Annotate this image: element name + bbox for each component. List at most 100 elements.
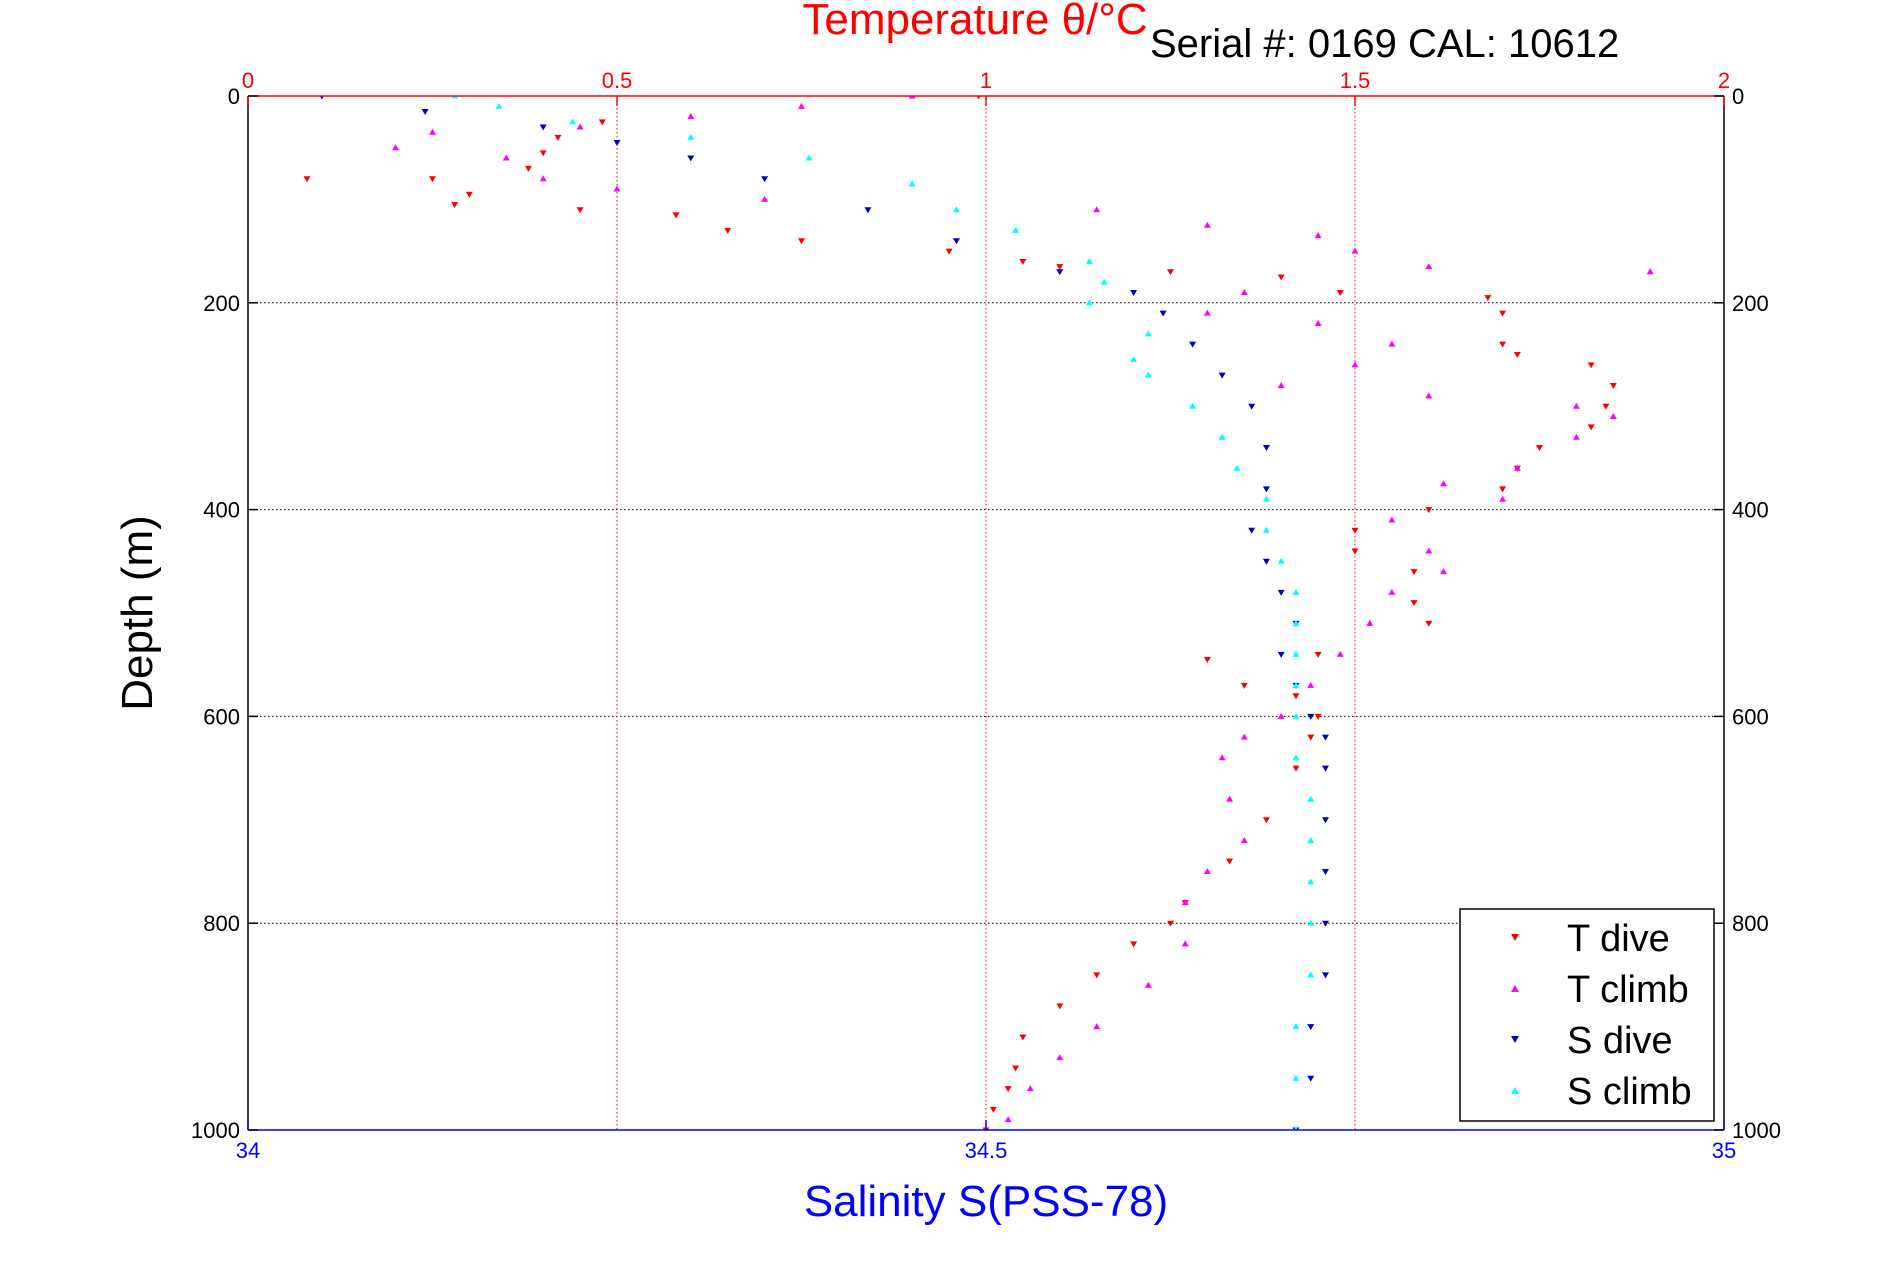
series-s-dive	[319, 96, 1329, 1130]
legend-marker-t-climb	[1511, 985, 1519, 992]
serial-annotation: Serial #: 0169 CAL: 10612	[1150, 22, 1619, 66]
data-point-t-climb-21	[1277, 382, 1285, 389]
data-point-t-dive-10	[672, 212, 680, 219]
data-point-t-dive-34	[1410, 600, 1418, 607]
data-point-t-dive-27	[1536, 445, 1543, 452]
data-point-t-dive-49	[1056, 1003, 1064, 1010]
data-point-t-climb-12	[1314, 232, 1322, 239]
data-point-t-dive-51	[1012, 1065, 1020, 1072]
data-point-t-climb-1	[798, 102, 805, 109]
data-point-s-dive-17	[1262, 558, 1270, 565]
legend-marker-t-dive	[1511, 934, 1519, 941]
tick-label-depth-left-5: 1000	[191, 1118, 240, 1143]
data-point-t-climb-2	[687, 113, 695, 120]
data-point-t-climb-14	[1425, 263, 1433, 270]
data-point-t-dive-39	[1292, 693, 1300, 700]
data-point-t-dive-8	[451, 202, 459, 209]
data-point-s-dive-12	[1218, 372, 1226, 379]
data-point-t-dive-32	[1351, 548, 1359, 555]
data-point-s-dive-13	[1248, 403, 1256, 410]
data-point-t-dive-41	[1307, 734, 1315, 741]
tick-label-depth-left-1: 200	[203, 291, 240, 316]
data-point-s-climb-21	[1292, 619, 1300, 626]
data-point-t-dive-16	[1167, 269, 1174, 276]
data-point-s-dive-28	[1321, 972, 1329, 979]
data-point-s-climb-18	[1262, 526, 1270, 533]
data-point-t-dive-47	[1130, 941, 1138, 948]
data-point-s-climb-13	[1144, 371, 1152, 378]
tick-label-depth-left-0: 0	[228, 84, 240, 109]
data-point-s-dive-3	[613, 140, 621, 147]
data-point-t-climb-38	[1218, 754, 1226, 761]
data-point-s-climb-3	[687, 133, 695, 140]
data-point-t-climb-23	[1572, 402, 1580, 409]
data-point-t-dive-29	[1499, 486, 1507, 493]
data-point-t-dive-24	[1609, 383, 1617, 390]
data-point-s-climb-5	[908, 180, 916, 187]
data-point-t-climb-5	[392, 144, 400, 151]
data-point-t-climb-20	[1351, 361, 1359, 368]
data-point-t-climb-31	[1440, 568, 1448, 575]
data-point-s-dive-15	[1262, 486, 1270, 493]
data-point-t-climb-47	[1026, 1085, 1034, 1092]
tick-label-salinity-2: 35	[1712, 1138, 1736, 1163]
data-point-t-dive-44	[1226, 858, 1234, 865]
data-point-t-dive-30	[1425, 507, 1433, 514]
data-point-t-climb-34	[1336, 650, 1344, 657]
data-point-t-dive-40	[1314, 713, 1322, 720]
data-point-t-climb-37	[1240, 733, 1248, 740]
data-point-t-dive-3	[539, 150, 547, 157]
data-point-t-climb-35	[1307, 681, 1315, 688]
data-point-t-dive-7	[465, 191, 473, 198]
data-point-s-climb-1	[495, 102, 503, 109]
data-point-t-dive-42	[1292, 765, 1300, 772]
data-point-s-climb-14	[1189, 402, 1197, 409]
data-point-s-climb-9	[1100, 278, 1108, 285]
data-point-t-dive-2	[554, 134, 562, 141]
data-point-s-dive-7	[952, 238, 960, 245]
data-point-t-climb-22	[1425, 392, 1433, 399]
data-point-s-dive-30	[1307, 1075, 1315, 1082]
data-point-s-climb-22	[1292, 650, 1300, 657]
data-point-s-dive-27	[1321, 920, 1329, 927]
data-point-t-climb-25	[1572, 433, 1580, 440]
data-point-s-climb-32	[1292, 1074, 1300, 1081]
data-point-t-climb-28	[1499, 495, 1507, 502]
data-point-s-dive-20	[1277, 651, 1285, 658]
legend-item-s-climb: S climb	[1511, 1071, 1692, 1113]
data-point-t-dive-9	[576, 207, 584, 214]
data-point-t-climb-18	[1314, 319, 1322, 326]
data-point-t-climb-11	[1203, 221, 1211, 228]
data-point-t-dive-12	[798, 238, 805, 245]
tick-label-salinity-1: 34.5	[965, 1138, 1008, 1163]
data-point-t-climb-29	[1388, 516, 1396, 523]
data-point-t-climb-39	[1226, 795, 1234, 802]
data-point-t-dive-48	[1093, 972, 1101, 979]
data-point-t-climb-6	[502, 154, 510, 161]
data-point-s-climb-6	[952, 206, 960, 213]
data-point-s-dive-5	[761, 176, 769, 183]
data-point-s-climb-7	[1012, 226, 1020, 233]
tick-label-salinity-0: 34	[236, 1138, 260, 1163]
data-point-t-climb-13	[1351, 247, 1359, 254]
data-point-t-dive-43	[1262, 817, 1270, 824]
data-point-t-climb-17	[1203, 309, 1211, 316]
data-point-s-climb-11	[1144, 330, 1152, 337]
data-point-s-climb-24	[1292, 712, 1300, 719]
data-point-s-dive-29	[1307, 1024, 1315, 1031]
data-point-t-dive-20	[1499, 310, 1507, 317]
data-point-s-dive-18	[1277, 589, 1285, 596]
data-point-t-dive-14	[1019, 258, 1027, 265]
data-point-t-climb-26	[1513, 464, 1521, 471]
series-t-climb	[392, 96, 1654, 1123]
legend-marker-s-climb	[1511, 1087, 1519, 1094]
legend-label-s-dive: S dive	[1567, 1020, 1673, 1062]
data-point-t-climb-19	[1388, 340, 1396, 347]
data-point-s-dive-14	[1262, 445, 1270, 452]
data-point-s-climb-10	[1085, 299, 1093, 306]
data-point-t-climb-32	[1388, 588, 1396, 595]
tick-label-depth-right-1: 200	[1732, 291, 1769, 316]
legend-item-t-climb: T climb	[1511, 969, 1689, 1011]
